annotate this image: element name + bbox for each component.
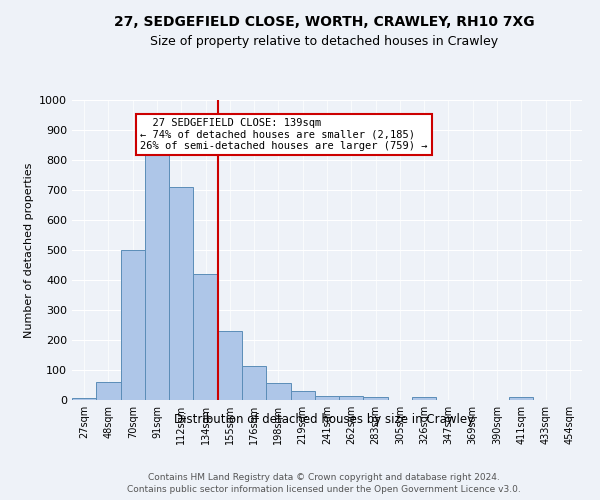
Bar — [169, 187, 193, 400]
Y-axis label: Number of detached properties: Number of detached properties — [23, 162, 34, 338]
Bar — [121, 250, 145, 400]
Bar — [72, 398, 96, 400]
Bar — [364, 397, 388, 400]
Text: 27, SEDGEFIELD CLOSE, WORTH, CRAWLEY, RH10 7XG: 27, SEDGEFIELD CLOSE, WORTH, CRAWLEY, RH… — [113, 15, 535, 29]
Bar — [242, 366, 266, 400]
Bar — [145, 152, 169, 400]
Bar — [290, 391, 315, 400]
Bar — [315, 396, 339, 400]
Text: Contains public sector information licensed under the Open Government Licence v3: Contains public sector information licen… — [127, 485, 521, 494]
Bar — [412, 397, 436, 400]
Bar — [218, 331, 242, 400]
Text: 27 SEDGEFIELD CLOSE: 139sqm
← 74% of detached houses are smaller (2,185)
26% of : 27 SEDGEFIELD CLOSE: 139sqm ← 74% of det… — [140, 118, 427, 151]
Bar — [96, 382, 121, 400]
Text: Distribution of detached houses by size in Crawley: Distribution of detached houses by size … — [174, 412, 474, 426]
Bar — [266, 383, 290, 400]
Text: Size of property relative to detached houses in Crawley: Size of property relative to detached ho… — [150, 35, 498, 48]
Text: Contains HM Land Registry data © Crown copyright and database right 2024.: Contains HM Land Registry data © Crown c… — [148, 472, 500, 482]
Bar — [339, 396, 364, 400]
Bar — [193, 274, 218, 400]
Bar — [509, 397, 533, 400]
